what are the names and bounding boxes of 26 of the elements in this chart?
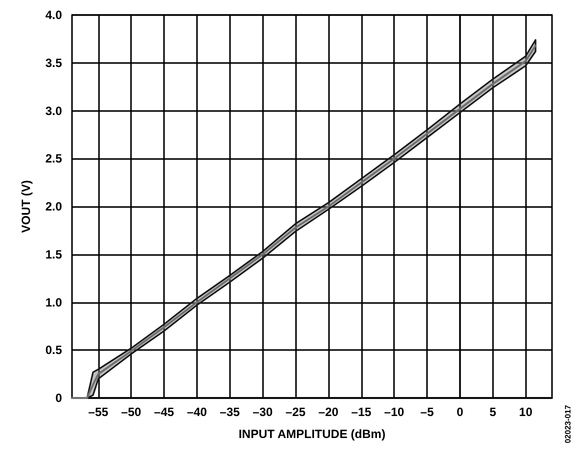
- x-tick-label: –5: [420, 405, 434, 419]
- y-tick-label: 0: [55, 391, 62, 405]
- text: 02023-017: [564, 404, 572, 444]
- x-tick-label: –45: [154, 405, 174, 419]
- x-tick-label: –20: [318, 405, 339, 419]
- y-tick-label: 1.5: [45, 247, 62, 262]
- y-tick-label: 0.5: [45, 343, 62, 358]
- y-tick-label: 4.0: [45, 8, 62, 22]
- x-tick-label: –10: [384, 405, 405, 419]
- x-tick-label: 0: [456, 405, 464, 419]
- x-axis-title: INPUT AMPLITUDE (dBm): [238, 427, 386, 441]
- y-tick-label: 1.0: [45, 295, 62, 310]
- x-tick-label: –30: [252, 405, 274, 419]
- x-tick-label: –25: [286, 405, 306, 419]
- x-tick-label: –50: [121, 405, 142, 419]
- x-tick-label: 10: [519, 405, 533, 419]
- y-axis-title: VOUT (V): [19, 180, 33, 233]
- x-tick-label: –15: [351, 405, 372, 419]
- x-tick-label: –55: [88, 405, 109, 419]
- x-tick-label: –35: [220, 405, 240, 419]
- y-tick-label: 2.0: [45, 200, 62, 214]
- x-tick-label: 5: [489, 405, 496, 419]
- y-tick-label: 2.5: [45, 152, 62, 166]
- y-tick-label: 3.0: [45, 104, 62, 118]
- y-tick-label: 3.5: [45, 56, 62, 70]
- x-tick-label: –40: [186, 405, 208, 419]
